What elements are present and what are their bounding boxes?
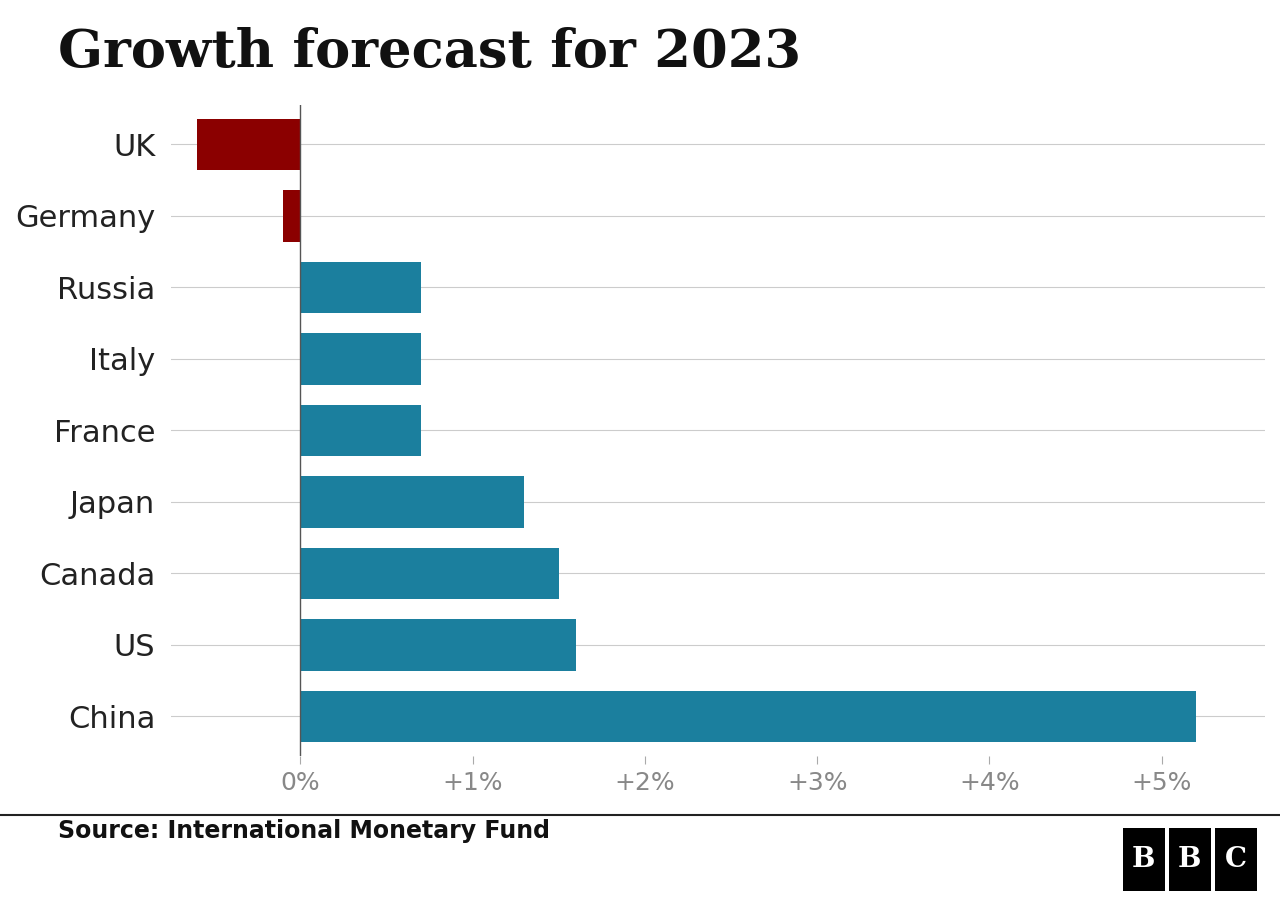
Text: Growth forecast for 2023: Growth forecast for 2023 <box>58 27 801 78</box>
Bar <box>301 690 1196 742</box>
Bar <box>301 547 559 599</box>
Bar <box>301 405 421 456</box>
Text: C: C <box>1225 846 1247 873</box>
Bar <box>301 619 576 670</box>
Text: B: B <box>1132 846 1156 873</box>
Text: Source: International Monetary Fund: Source: International Monetary Fund <box>58 819 549 843</box>
Bar <box>197 119 301 170</box>
Bar <box>301 476 525 527</box>
Bar <box>283 190 301 241</box>
Bar <box>301 262 421 313</box>
Text: B: B <box>1178 846 1202 873</box>
Bar <box>301 333 421 384</box>
